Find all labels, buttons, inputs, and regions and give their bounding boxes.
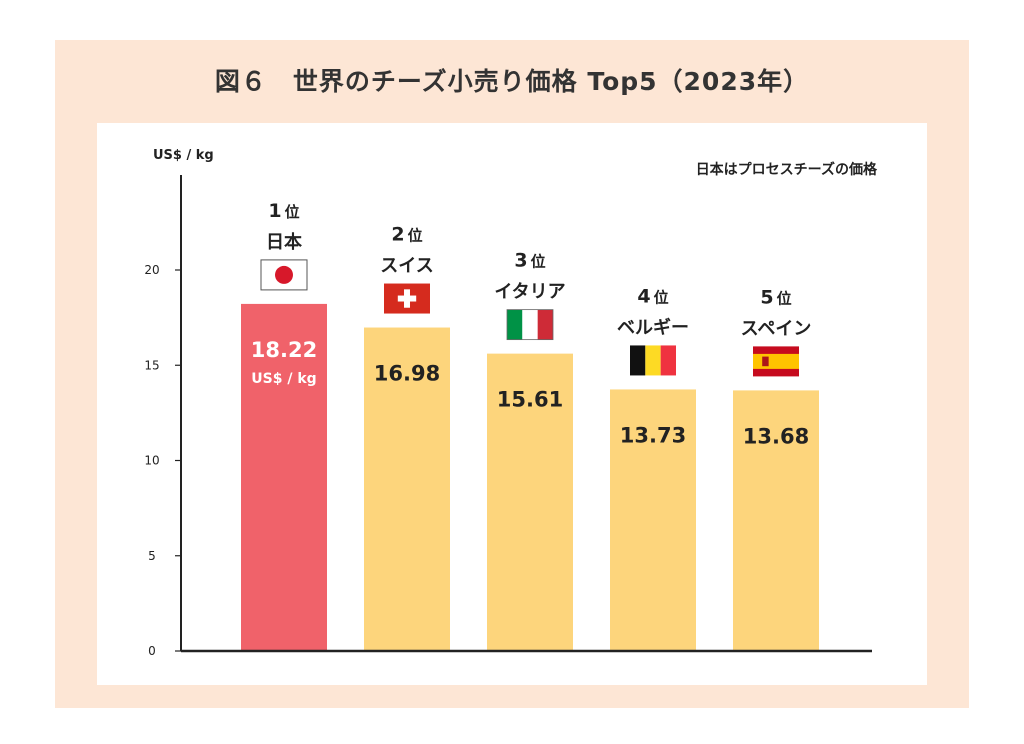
bar [610,389,696,651]
chart-panel: US$ / kg 日本はプロセスチーズの価格 0 5 10 15 20 18.22 US$… [97,123,927,685]
bar-country-label: ベルギー [617,317,689,338]
bar-country-label: 日本 [266,231,302,253]
y-axis-ticks: 0 5 10 15 20 [144,263,181,658]
bar [487,353,573,651]
bars-group: 18.22 US$ / kg 日本 1 位 16.98 スイス 2 位 15.61 イタリア 3 位 13… [241,200,819,651]
italy-flag-icon [506,309,554,341]
bar-group: 18.22 US$ / kg 日本 1 位 [241,200,327,651]
bar [733,390,819,651]
bar-value-label: 13.68 [743,424,809,448]
switzerland-flag-icon [384,283,430,314]
belgium-flag-icon [630,345,676,376]
bar-group: 16.98 スイス 2 位 [364,224,450,651]
bar-value-label: 18.22 [251,338,317,362]
chart-note: 日本はプロセスチーズの価格 [696,161,878,178]
bar-value-label: 13.73 [620,423,686,447]
y-tick-label: 5 [148,549,156,563]
bar-group: 13.73 ベルギー 4 位 [610,285,696,651]
japan-flag-icon [260,259,308,291]
y-tick-label: 15 [144,358,159,372]
bar-chart: US$ / kg 日本はプロセスチーズの価格 0 5 10 15 20 18.22 US$… [144,148,878,658]
bar-value-label: 15.61 [497,388,563,412]
bar-country-label: スペイン [741,318,812,339]
chart-title: 図６ 世界のチーズ小売り価格 Top5（2023年） [214,67,810,96]
y-axis-unit-label: US$ / kg [153,148,214,163]
bar-value-label: 16.98 [374,362,440,386]
bar-country-label: スイス [380,256,433,277]
bar-group: 15.61 イタリア 3 位 [487,250,573,651]
bar [241,303,327,651]
y-tick-label: 20 [144,263,159,277]
bar-group: 13.68 スペイン 5 位 [733,286,819,651]
bar [364,327,450,651]
y-tick-label: 0 [148,644,156,658]
bar-value-unit-label: US$ / kg [251,371,316,387]
spain-flag-icon [753,346,799,377]
bar-country-label: イタリア [494,282,565,303]
y-tick-label: 10 [144,454,159,468]
